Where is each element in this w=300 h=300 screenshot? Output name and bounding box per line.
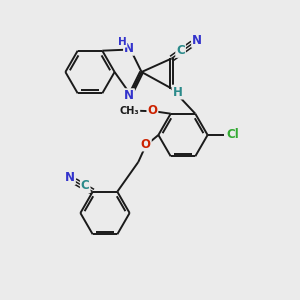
Text: N: N <box>192 34 202 47</box>
Text: N: N <box>65 171 75 184</box>
Text: methoxy: methoxy <box>128 110 134 111</box>
Text: N: N <box>124 89 134 102</box>
Text: H: H <box>173 85 182 99</box>
Text: CH₃: CH₃ <box>120 106 140 116</box>
Text: N: N <box>124 42 134 55</box>
Text: C: C <box>176 44 185 57</box>
Text: H: H <box>118 37 127 47</box>
Text: O: O <box>147 103 158 117</box>
Text: C: C <box>81 179 90 192</box>
Text: Cl: Cl <box>226 128 239 142</box>
Text: O: O <box>141 137 151 151</box>
